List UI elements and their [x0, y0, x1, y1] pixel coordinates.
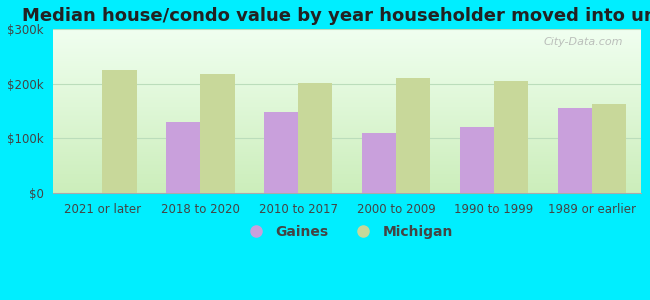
Bar: [102, 70, 136, 193]
Text: City-Data.com: City-Data.com: [544, 38, 623, 47]
Bar: [264, 112, 298, 193]
Bar: [460, 128, 494, 193]
Bar: [592, 104, 627, 193]
Bar: [494, 81, 528, 193]
Title: Median house/condo value by year householder moved into unit: Median house/condo value by year househo…: [23, 7, 650, 25]
Bar: [362, 133, 396, 193]
Bar: [200, 74, 235, 193]
Bar: [396, 78, 430, 193]
Bar: [558, 108, 592, 193]
Bar: [166, 122, 200, 193]
Bar: [298, 83, 332, 193]
Legend: Gaines, Michigan: Gaines, Michigan: [236, 220, 458, 245]
